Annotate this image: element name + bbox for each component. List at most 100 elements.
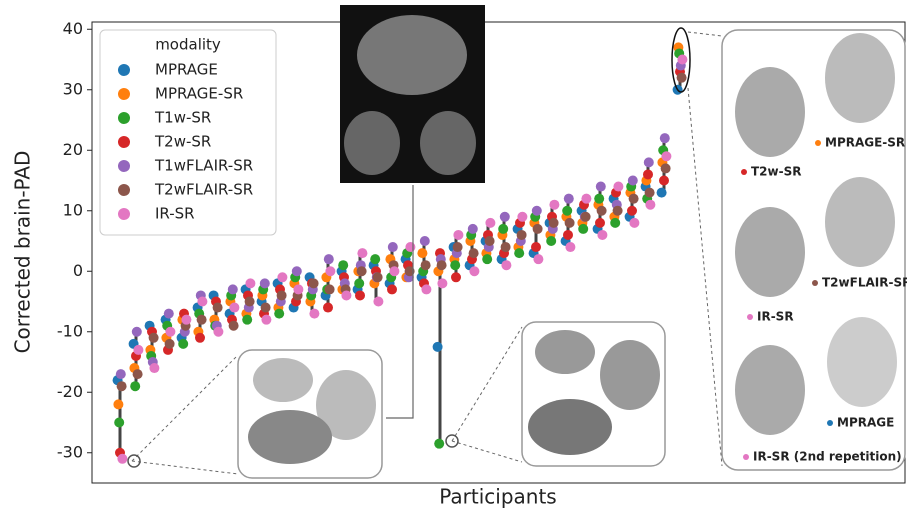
- dot: [277, 272, 288, 283]
- dot: [564, 217, 575, 228]
- dot: [452, 242, 463, 253]
- dot: [276, 290, 287, 301]
- y-tick-label: 30: [63, 79, 83, 98]
- dot: [354, 278, 365, 289]
- legend-marker: [118, 208, 130, 220]
- dot: [437, 278, 448, 289]
- dot: [517, 211, 528, 222]
- y-tick-label: 20: [63, 140, 83, 159]
- dot: [565, 242, 576, 253]
- dot: [323, 254, 334, 265]
- dot: [181, 314, 192, 325]
- dot: [178, 338, 189, 349]
- dot: [499, 211, 510, 222]
- annotation: MPRAGE: [837, 416, 894, 430]
- annotation-dot: [743, 454, 749, 460]
- y-tick-label: 10: [63, 200, 83, 219]
- dot: [373, 296, 384, 307]
- dot: [117, 453, 128, 464]
- dot: [434, 438, 445, 449]
- dot: [213, 326, 224, 337]
- dot: [195, 332, 205, 343]
- dot: [467, 223, 478, 234]
- dot: [627, 205, 637, 216]
- dot: [274, 308, 285, 319]
- legend-label: T2w-SR: [154, 133, 211, 151]
- dot: [260, 302, 271, 313]
- dot: [549, 199, 560, 210]
- dot: [197, 296, 208, 307]
- dot: [531, 242, 541, 253]
- dot: [485, 217, 496, 228]
- dot: [132, 369, 143, 380]
- dot: [533, 254, 544, 265]
- dot: [355, 290, 365, 301]
- dot: [341, 290, 352, 301]
- annotation: IR-SR: [757, 310, 794, 324]
- dot: [227, 284, 238, 295]
- legend-marker: [118, 64, 130, 76]
- y-tick-label: -10: [57, 321, 83, 340]
- dot: [113, 399, 124, 410]
- dot: [114, 417, 125, 428]
- dot: [228, 320, 239, 331]
- annotation-dot: [827, 420, 833, 426]
- legend-label: T2wFLAIR-SR: [154, 181, 253, 199]
- annotation: T2wFLAIR-SR: [822, 276, 907, 290]
- dot: [149, 363, 160, 374]
- dot: [148, 332, 159, 343]
- dot: [436, 260, 447, 271]
- dot: [562, 205, 573, 216]
- dot: [676, 72, 687, 83]
- dot: [516, 229, 527, 240]
- legend-marker: [118, 112, 130, 124]
- dot: [133, 344, 144, 355]
- dot: [338, 260, 349, 271]
- dot: [643, 157, 654, 168]
- outlier-circles: [127, 434, 459, 468]
- dot: [451, 272, 461, 283]
- dot: [212, 302, 223, 313]
- dot: [484, 236, 495, 247]
- dot: [660, 163, 671, 174]
- dot: [196, 314, 207, 325]
- dot: [261, 314, 272, 325]
- dot: [629, 217, 640, 228]
- dot: [357, 248, 368, 259]
- dot: [578, 223, 589, 234]
- dot: [498, 223, 509, 234]
- legend-label: MPRAGE-SR: [155, 85, 243, 103]
- dot: [613, 181, 624, 192]
- dot: [532, 223, 543, 234]
- x-axis-label: Participants: [439, 485, 556, 509]
- dot: [432, 341, 443, 352]
- dot: [656, 187, 667, 198]
- dot: [229, 302, 240, 313]
- annotation-dot: [741, 169, 747, 175]
- annotation: IR-SR (2nd repetition): [753, 450, 902, 464]
- legend-label: IR-SR: [155, 205, 195, 223]
- dot: [130, 381, 141, 392]
- legend-label: MPRAGE: [155, 61, 218, 79]
- mri-inset-top: [340, 5, 485, 183]
- y-tick-label: 0: [73, 261, 83, 280]
- dot: [453, 229, 464, 240]
- dot: [548, 217, 559, 228]
- dot: [387, 242, 398, 253]
- dot: [163, 308, 174, 319]
- dot: [677, 54, 688, 65]
- dot: [546, 236, 557, 247]
- dot: [291, 266, 302, 277]
- dot: [420, 260, 431, 271]
- dot: [482, 254, 493, 265]
- dot: [417, 248, 428, 259]
- dot: [644, 187, 655, 198]
- dot: [627, 175, 638, 186]
- dot: [165, 326, 176, 337]
- dot: [308, 278, 319, 289]
- data-layer: [112, 42, 688, 464]
- legend-marker: [118, 184, 130, 196]
- dot: [323, 302, 333, 313]
- legend-marker: [118, 160, 130, 172]
- dot: [164, 338, 175, 349]
